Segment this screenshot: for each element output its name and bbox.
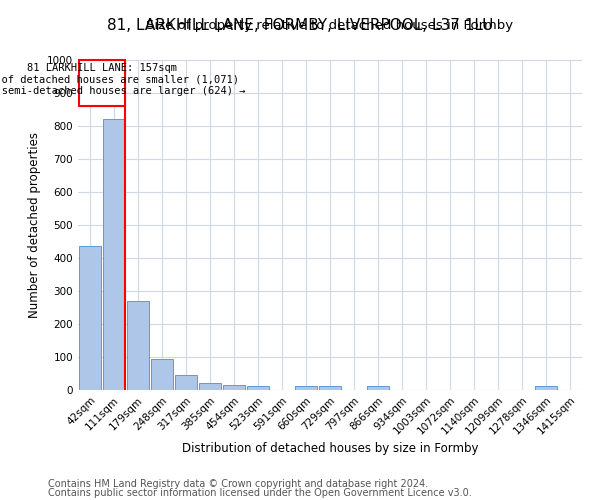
- Bar: [367, 386, 389, 390]
- Title: Size of property relative to detached houses in Formby: Size of property relative to detached ho…: [146, 20, 514, 32]
- Bar: [223, 384, 245, 390]
- Bar: [151, 360, 173, 390]
- Bar: [319, 386, 341, 390]
- Text: Contains HM Land Registry data © Crown copyright and database right 2024.: Contains HM Land Registry data © Crown c…: [48, 479, 428, 489]
- Bar: [295, 386, 317, 390]
- Bar: [79, 60, 125, 106]
- Text: 81 LARKHILL LANE: 157sqm: 81 LARKHILL LANE: 157sqm: [27, 63, 177, 73]
- Text: 81, LARKHILL LANE, FORMBY, LIVERPOOL, L37 1LU: 81, LARKHILL LANE, FORMBY, LIVERPOOL, L3…: [107, 18, 493, 32]
- Bar: [199, 382, 221, 390]
- Text: ← 63% of detached houses are smaller (1,071): ← 63% of detached houses are smaller (1,…: [0, 75, 239, 85]
- Bar: [103, 120, 125, 390]
- Text: Contains public sector information licensed under the Open Government Licence v3: Contains public sector information licen…: [48, 488, 472, 498]
- Bar: [535, 386, 557, 390]
- Bar: [247, 386, 269, 390]
- X-axis label: Distribution of detached houses by size in Formby: Distribution of detached houses by size …: [182, 442, 478, 455]
- Text: 37% of semi-detached houses are larger (624) →: 37% of semi-detached houses are larger (…: [0, 86, 246, 97]
- Y-axis label: Number of detached properties: Number of detached properties: [28, 132, 41, 318]
- Bar: [79, 246, 101, 390]
- Bar: [175, 375, 197, 390]
- Bar: [127, 301, 149, 390]
